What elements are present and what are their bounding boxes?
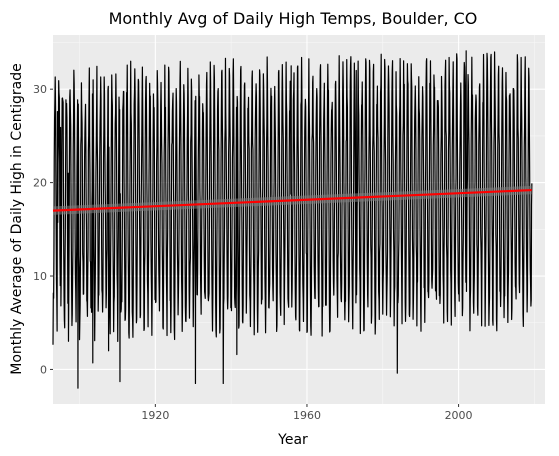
y-axis-title: Monthly Average of Daily High in Centigr… bbox=[9, 63, 25, 374]
y-tick-label: 0 bbox=[40, 363, 47, 376]
ticks-layer: 0 10 20 30 1920 1960 2000 bbox=[33, 83, 473, 422]
x-tick-label: 1960 bbox=[293, 409, 321, 422]
y-tick-label: 30 bbox=[33, 83, 47, 96]
series-layer bbox=[52, 50, 533, 389]
y-tick-label: 10 bbox=[33, 270, 47, 283]
x-axis-title: Year bbox=[277, 432, 308, 448]
x-tick-label: 2000 bbox=[445, 409, 473, 422]
linear-fit-line bbox=[52, 188, 532, 212]
y-tick-label: 20 bbox=[33, 177, 47, 190]
x-tick-label: 1920 bbox=[141, 409, 169, 422]
fit-layer bbox=[52, 185, 532, 215]
monthly-temperature-line bbox=[52, 50, 533, 389]
chart-title: Monthly Avg of Daily High Temps, Boulder… bbox=[109, 9, 478, 28]
